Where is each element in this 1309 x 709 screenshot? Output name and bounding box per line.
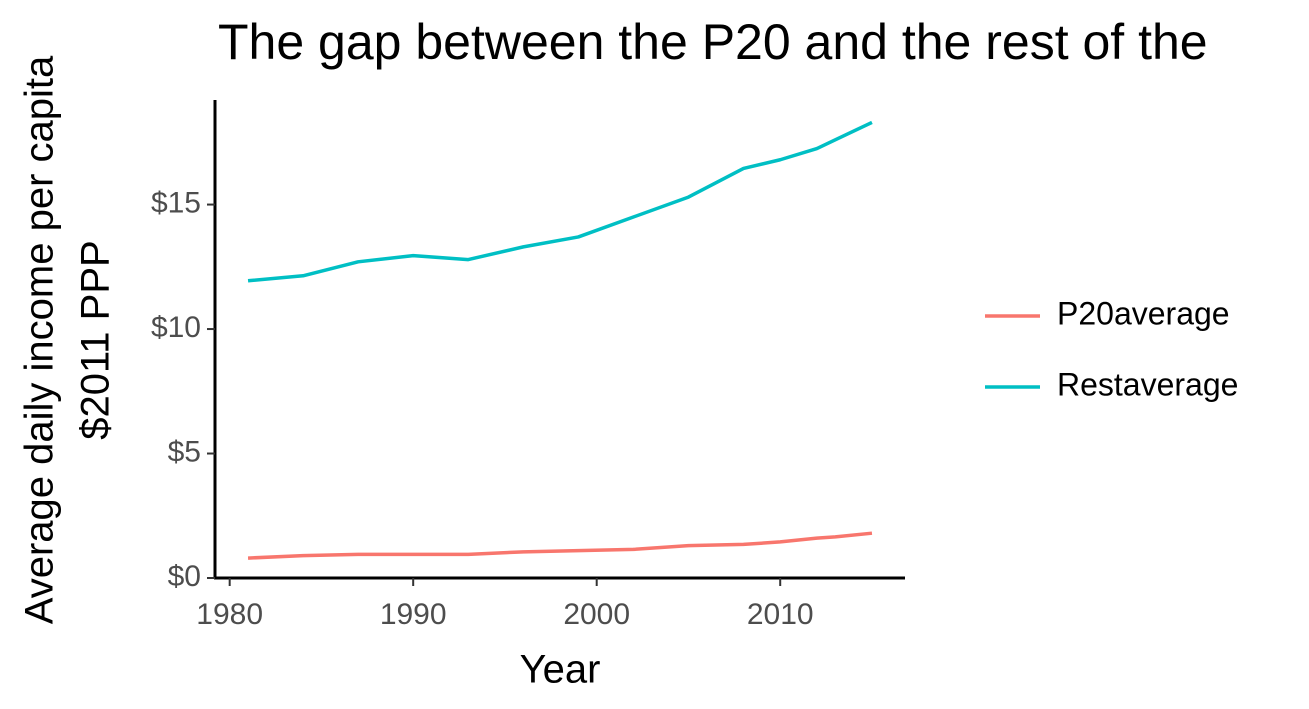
y-axis-title-line: Average daily income per capita <box>18 55 62 624</box>
x-tick-label: 2010 <box>747 598 814 631</box>
y-tick-label: $0 <box>168 560 201 593</box>
series-line <box>247 120 873 283</box>
x-tick-label: 1990 <box>380 598 447 631</box>
legend-label: Restaverage <box>1057 366 1238 402</box>
x-tick-label: 2000 <box>563 598 630 631</box>
legend-label: P20average <box>1057 295 1230 331</box>
y-axis-title: Average daily income per capita $2011 PP… <box>18 55 118 624</box>
series-line <box>247 531 873 560</box>
x-tick-label: 1980 <box>196 598 263 631</box>
y-axis-title-line: $2011 PPP <box>74 240 118 439</box>
y-tick-label: $5 <box>168 435 201 468</box>
x-axis-title: Year <box>520 648 601 692</box>
chart-title: The gap between the P20 and the rest of … <box>218 14 1208 70</box>
y-tick-label: $10 <box>151 311 201 344</box>
y-tick-label: $15 <box>151 186 201 219</box>
